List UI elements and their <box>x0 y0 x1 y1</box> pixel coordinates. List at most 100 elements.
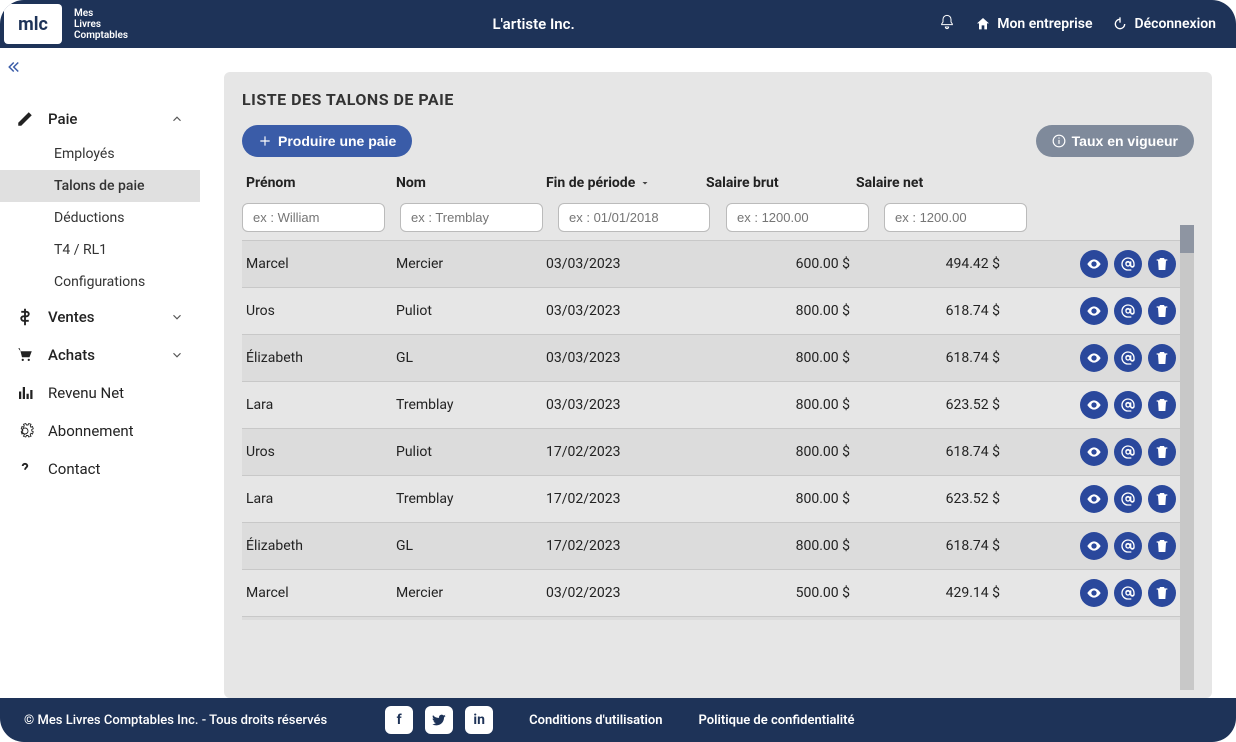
cell-nom: GL <box>396 350 546 366</box>
scrollbar-thumb[interactable] <box>1180 225 1194 253</box>
twitter-icon[interactable] <box>425 706 453 734</box>
email-icon[interactable] <box>1114 250 1142 278</box>
table-row[interactable]: MarcelMercier03/03/2023600.00 $494.42 $ <box>242 240 1194 287</box>
filter-nom[interactable] <box>400 203 543 232</box>
topbar: mlc Mes Livres Comptables L'artiste Inc.… <box>0 0 1236 48</box>
delete-icon[interactable] <box>1148 532 1176 560</box>
email-icon[interactable] <box>1114 297 1142 325</box>
email-icon[interactable] <box>1114 391 1142 419</box>
email-icon[interactable] <box>1114 485 1142 513</box>
sidebar-item-label: Paie <box>48 110 77 128</box>
sidebar-sub-config[interactable]: Configurations <box>0 266 200 298</box>
filter-fin[interactable] <box>558 203 710 232</box>
cell-net: 623.52 $ <box>856 397 1006 413</box>
delete-icon[interactable] <box>1148 297 1176 325</box>
produce-pay-button[interactable]: Produire une paie <box>242 125 412 157</box>
sidebar-item-revenu[interactable]: Revenu Net <box>0 374 200 412</box>
cell-fin: 03/03/2023 <box>546 303 706 319</box>
sort-down-icon <box>639 177 651 189</box>
th-salaire-brut[interactable]: Salaire brut <box>706 175 856 191</box>
cell-nom: Tremblay <box>396 397 546 413</box>
table-row[interactable]: ÉlizabethGL17/02/2023800.00 $618.74 $ <box>242 522 1194 569</box>
filter-net[interactable] <box>884 203 1027 232</box>
facebook-icon[interactable]: f <box>385 706 413 734</box>
cell-fin: 03/03/2023 <box>546 350 706 366</box>
table-row[interactable]: LaraTremblay03/03/2023800.00 $623.52 $ <box>242 381 1194 428</box>
terms-link[interactable]: Conditions d'utilisation <box>529 713 662 728</box>
table-row[interactable]: UrosPuliot03/03/2023800.00 $618.74 $ <box>242 287 1194 334</box>
th-salaire-net[interactable]: Salaire net <box>856 175 1006 191</box>
sidebar-sub-deductions[interactable]: Déductions <box>0 202 200 234</box>
cell-net: 429.14 $ <box>856 585 1006 601</box>
home-icon <box>975 16 991 32</box>
delete-icon[interactable] <box>1148 250 1176 278</box>
sidebar-sub-t4[interactable]: T4 / RL1 <box>0 234 200 266</box>
filter-prenom[interactable] <box>242 203 385 232</box>
cell-prenom: Lara <box>246 491 396 507</box>
sidebar: Paie Employés Talons de paie Déductions … <box>0 48 200 698</box>
email-icon[interactable] <box>1114 579 1142 607</box>
cell-prenom: Élizabeth <box>246 350 396 366</box>
chart-icon <box>16 384 34 402</box>
th-fin-periode[interactable]: Fin de période <box>546 175 706 191</box>
linkedin-icon[interactable]: in <box>465 706 493 734</box>
cell-nom: Tremblay <box>396 491 546 507</box>
sidebar-item-achats[interactable]: Achats <box>0 336 200 374</box>
delete-icon[interactable] <box>1148 579 1176 607</box>
logo-line3: Comptables <box>74 30 128 41</box>
view-icon[interactable] <box>1080 297 1108 325</box>
table-row[interactable]: UrosPuliot17/02/2023800.00 $618.74 $ <box>242 428 1194 475</box>
cell-net: 494.42 $ <box>856 256 1006 272</box>
th-prenom[interactable]: Prénom <box>246 175 396 191</box>
footer: © Mes Livres Comptables Inc. - Tous droi… <box>0 698 1236 742</box>
cell-brut: 600.00 $ <box>706 256 856 272</box>
sidebar-sub-employes[interactable]: Employés <box>0 138 200 170</box>
sidebar-item-label: Ventes <box>48 308 95 326</box>
privacy-link[interactable]: Politique de confidentialité <box>698 713 854 728</box>
my-company-link[interactable]: Mon entreprise <box>975 16 1092 32</box>
sidebar-item-abonnement[interactable]: Abonnement <box>0 412 200 450</box>
sidebar-sub-talons[interactable]: Talons de paie <box>0 170 200 202</box>
cell-prenom: Uros <box>246 444 396 460</box>
sidebar-item-ventes[interactable]: Ventes <box>0 298 200 336</box>
table-row[interactable]: MarcelMercier03/02/2023500.00 $429.14 $ <box>242 616 1194 620</box>
company-title: L'artiste Inc. <box>128 15 939 33</box>
chevron-down-icon <box>170 348 184 362</box>
cell-net: 623.52 $ <box>856 491 1006 507</box>
logout-label: Déconnexion <box>1134 16 1216 32</box>
th-nom[interactable]: Nom <box>396 175 546 191</box>
cell-net: 618.74 $ <box>856 444 1006 460</box>
cell-brut: 800.00 $ <box>706 491 856 507</box>
view-icon[interactable] <box>1080 250 1108 278</box>
logout-link[interactable]: Déconnexion <box>1112 16 1216 32</box>
view-icon[interactable] <box>1080 391 1108 419</box>
delete-icon[interactable] <box>1148 391 1176 419</box>
notifications-icon[interactable] <box>939 14 955 34</box>
view-icon[interactable] <box>1080 485 1108 513</box>
view-icon[interactable] <box>1080 579 1108 607</box>
email-icon[interactable] <box>1114 532 1142 560</box>
scrollbar-track[interactable] <box>1180 225 1194 690</box>
view-icon[interactable] <box>1080 438 1108 466</box>
rates-button[interactable]: Taux en vigueur <box>1036 125 1194 157</box>
table-row[interactable]: LaraTremblay17/02/2023800.00 $623.52 $ <box>242 475 1194 522</box>
sidebar-item-contact[interactable]: Contact <box>0 450 200 488</box>
sidebar-item-paie[interactable]: Paie <box>0 100 200 138</box>
delete-icon[interactable] <box>1148 438 1176 466</box>
table-row[interactable]: MarcelMercier03/02/2023500.00 $429.14 $ <box>242 569 1194 616</box>
cell-fin: 03/03/2023 <box>546 397 706 413</box>
cell-fin: 17/02/2023 <box>546 491 706 507</box>
logo-line1: Mes <box>74 8 128 19</box>
view-icon[interactable] <box>1080 344 1108 372</box>
email-icon[interactable] <box>1114 344 1142 372</box>
info-icon <box>1052 134 1066 148</box>
filter-brut[interactable] <box>726 203 869 232</box>
table-row[interactable]: ÉlizabethGL03/03/2023800.00 $618.74 $ <box>242 334 1194 381</box>
view-icon[interactable] <box>1080 532 1108 560</box>
collapse-sidebar-icon[interactable] <box>4 58 22 80</box>
delete-icon[interactable] <box>1148 344 1176 372</box>
email-icon[interactable] <box>1114 438 1142 466</box>
delete-icon[interactable] <box>1148 485 1176 513</box>
chevron-up-icon <box>170 112 184 126</box>
cell-prenom: Uros <box>246 303 396 319</box>
